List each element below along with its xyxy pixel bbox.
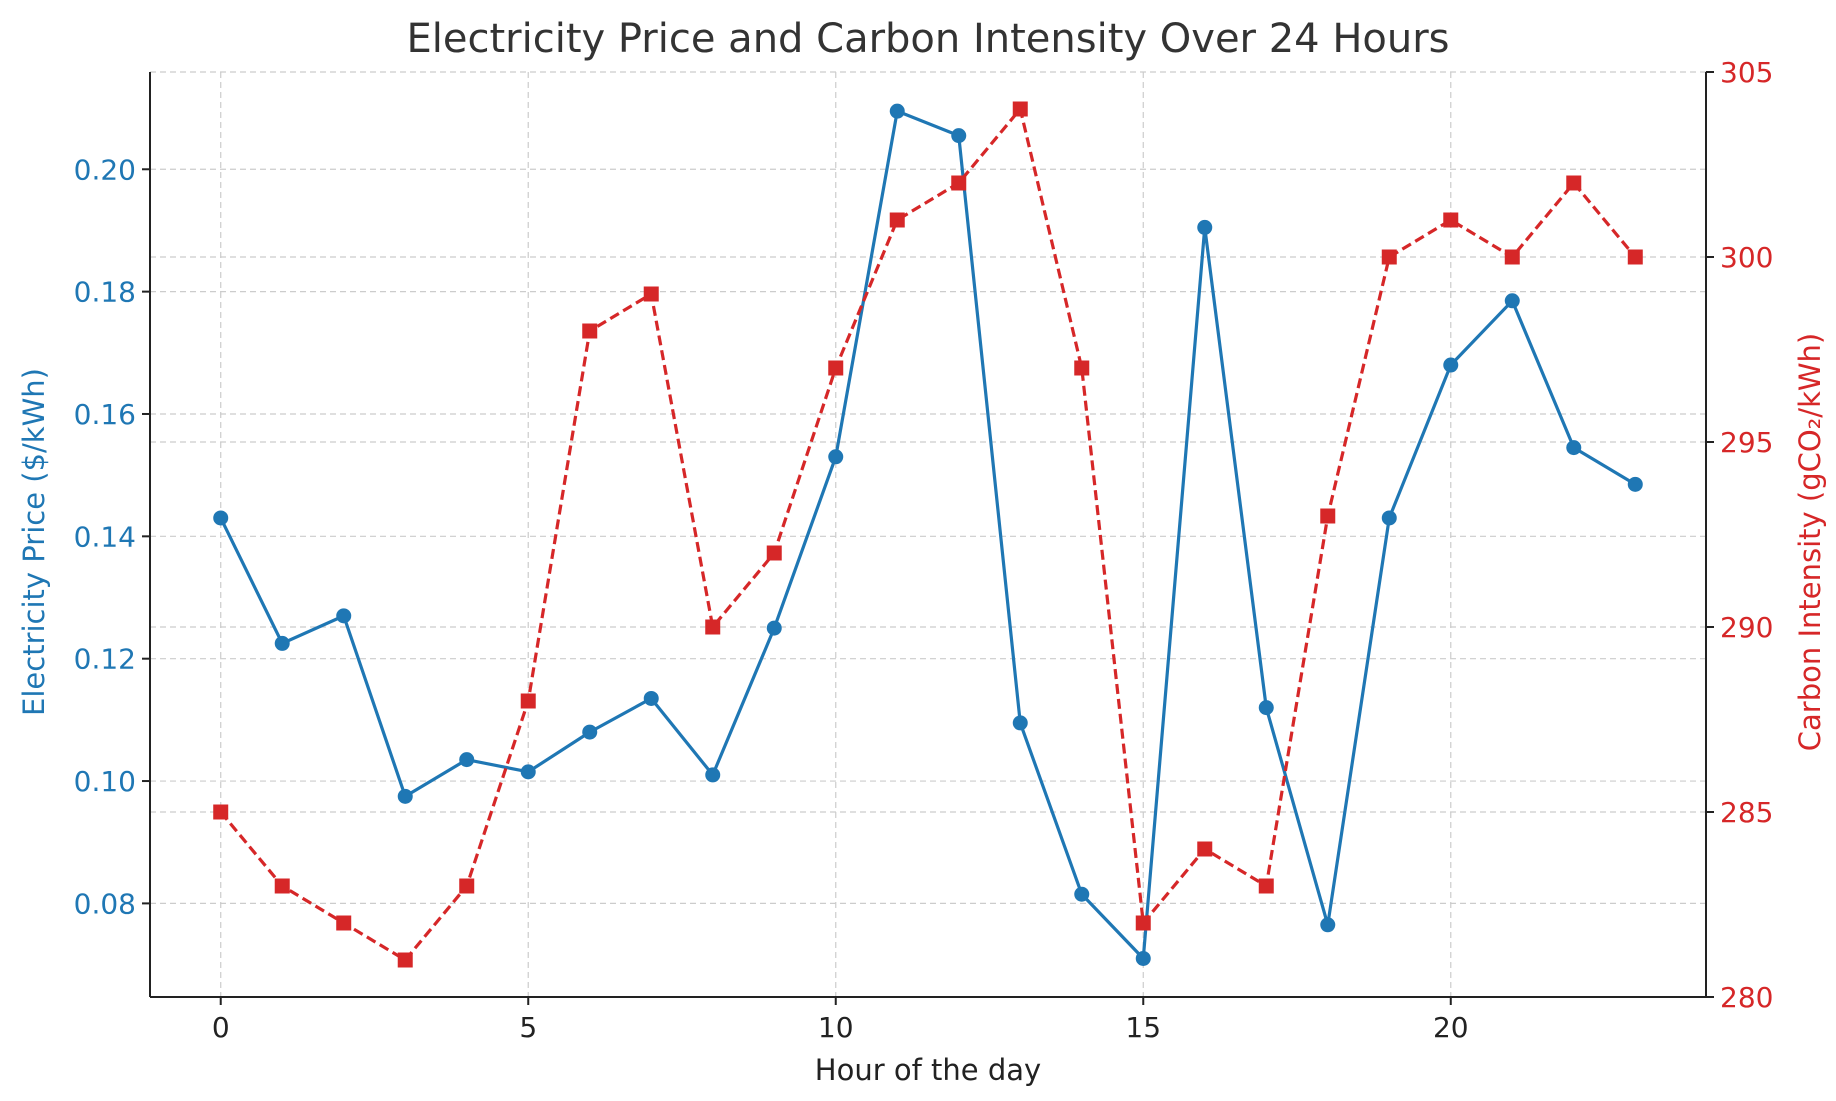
carbon-intensity-point (1135, 915, 1151, 931)
carbon-intensity-line (219, 107, 1637, 962)
y-axis-right-label: Carbon Intensity (gCO₂/kWh) (1793, 333, 1827, 752)
carbon-intensity-point (1074, 360, 1090, 376)
carbon-intensity-point (1566, 175, 1582, 191)
carbon-intensity-point (459, 878, 475, 894)
electricity-price-point (1258, 700, 1274, 716)
carbon-intensity-point (1504, 249, 1520, 265)
x-tick-label: 5 (519, 1011, 537, 1044)
electricity-price-point (1566, 440, 1582, 456)
electricity-price-point (336, 608, 352, 624)
axes: 0 5 10 15 20 0.08 0.10 0.12 0.14 0.16 0.18 0.20 280 2… (74, 56, 1774, 1044)
carbon-intensity-point (828, 360, 844, 376)
electricity-price-point (705, 767, 721, 783)
electricity-price-point (274, 635, 290, 651)
y-right-tick-label: 290 (1720, 611, 1773, 644)
y-left-tick-label: 0.10 (74, 765, 136, 798)
y-axis-left-label: Electricity Price ($/kWh) (17, 368, 51, 716)
carbon-intensity-point (766, 545, 782, 561)
electricity-price-point (1135, 950, 1151, 966)
carbon-intensity-point (1197, 841, 1213, 857)
y-left-tick-label: 0.18 (74, 276, 136, 309)
y-right-tick-label: 285 (1720, 796, 1773, 829)
y-right-tick-label: 280 (1720, 981, 1773, 1014)
y-left-tick-label: 0.08 (74, 887, 136, 920)
x-tick-label: 0 (212, 1011, 230, 1044)
carbon-intensity-point (520, 693, 536, 709)
electricity-price-point (643, 690, 659, 706)
y-right-tick-label: 295 (1720, 426, 1773, 459)
electricity-price-line (219, 109, 1637, 961)
carbon-intensity-point (336, 915, 352, 931)
x-tick-label: 10 (818, 1011, 854, 1044)
electricity-price-point (397, 788, 413, 804)
carbon-intensity-point (705, 619, 721, 635)
x-tick-label: 15 (1125, 1011, 1161, 1044)
y-right-tick-label: 305 (1720, 56, 1773, 89)
y-left-tick-label: 0.20 (74, 153, 136, 186)
carbon-intensity-point (1320, 508, 1336, 524)
carbon-intensity-point (1443, 212, 1459, 228)
electricity-price-point (582, 724, 598, 740)
carbon-intensity-point (1258, 878, 1274, 894)
electricity-price-point (1012, 715, 1028, 731)
electricity-price-point (1074, 886, 1090, 902)
carbon-intensity-point (274, 878, 290, 894)
carbon-intensity-point (643, 286, 659, 302)
x-axis-label: Hour of the day (815, 1053, 1041, 1087)
carbon-intensity-point (1627, 249, 1643, 265)
y-right-tick-label: 300 (1720, 241, 1773, 274)
electricity-price-point (520, 764, 536, 780)
carbon-intensity-point (1012, 101, 1028, 117)
carbon-intensity-point (951, 175, 967, 191)
electricity-price-point (1197, 219, 1213, 235)
series (213, 101, 1643, 968)
y-left-tick-label: 0.14 (74, 520, 136, 553)
electricity-price-point (1381, 510, 1397, 526)
grid (150, 71, 1706, 998)
electricity-price-point (1443, 357, 1459, 373)
carbon-intensity-point (889, 212, 905, 228)
electricity-price-point (951, 128, 967, 144)
x-tick-label: 20 (1433, 1011, 1469, 1044)
carbon-intensity-point (397, 952, 413, 968)
carbon-intensity-point (582, 323, 598, 339)
electricity-price-point (828, 449, 844, 465)
y-left-tick-label: 0.16 (74, 398, 136, 431)
carbon-intensity-point (213, 804, 229, 820)
electricity-price-point (1504, 293, 1520, 309)
y-left-tick-label: 0.12 (74, 643, 136, 676)
electricity-price-point (1627, 476, 1643, 492)
electricity-price-point (1320, 917, 1336, 933)
electricity-price-point (213, 510, 229, 526)
electricity-price-point (889, 103, 905, 119)
electricity-price-point (766, 620, 782, 636)
carbon-intensity-point (1381, 249, 1397, 265)
electricity-price-point (459, 752, 475, 768)
chart-title: Electricity Price and Carbon Intensity O… (406, 16, 1449, 62)
